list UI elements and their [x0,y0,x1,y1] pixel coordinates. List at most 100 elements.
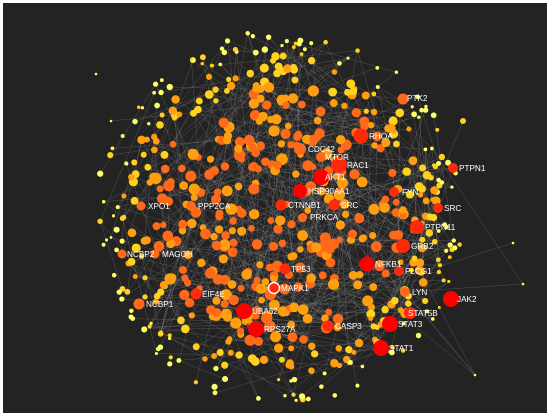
network-node [417,192,424,198]
network-node [202,356,208,362]
network-node [392,140,400,148]
network-node [154,102,160,109]
network-node [275,215,286,226]
network-node [176,111,183,118]
network-node [426,213,434,221]
network-node [436,177,441,183]
network-node [418,184,426,193]
hub-node-ncbp2 [117,249,127,259]
network-node [292,170,300,178]
network-node [379,202,390,213]
network-node [156,121,164,129]
network-node [309,41,314,46]
network-node [152,298,160,305]
network-node [197,258,206,268]
network-node [280,128,291,140]
network-node [188,312,195,319]
hub-label-uba52: UBA52 [252,307,278,316]
network-node [248,143,257,152]
network-node [447,279,451,284]
network-node [220,289,232,301]
network-node [247,354,257,363]
network-node [511,241,515,245]
network-node [297,304,309,315]
hub-node-magoh [150,249,160,259]
network-node [111,214,116,218]
network-node [337,61,342,66]
network-node [291,76,299,84]
network-node [436,269,442,275]
network-node [422,171,432,180]
network-node [366,309,376,319]
hub-label-nfkb1: NFKB1 [375,260,402,269]
network-node [220,299,229,309]
network-node [249,110,261,121]
hub-label-plcg1: PLCG1 [405,267,432,276]
network-node [451,238,456,243]
network-node [445,159,452,166]
hub-label-magoh: MAGOH [162,250,193,259]
hub-label-lyn: LYN [412,288,427,297]
network-node [227,247,238,258]
network-node [140,151,147,158]
network-node [218,254,228,264]
network-node [224,38,231,44]
network-node [144,163,152,171]
network-node [259,355,269,365]
network-node [188,183,200,195]
network-node [271,52,280,61]
network-node [317,186,326,196]
network-node [450,185,454,189]
network-node [289,379,293,383]
network-node [432,163,439,170]
network-node [213,188,222,197]
network-node [370,108,378,116]
network-node [335,135,346,145]
network-node [142,275,148,281]
hub-node-nfkb1 [359,256,375,272]
network-node [154,351,158,356]
network-node [97,218,103,225]
network-node [311,242,322,253]
network-node [414,265,424,275]
network-node [124,161,129,166]
network-node [209,63,214,68]
hub-label-mtor: MTOR [325,153,349,162]
network-node [137,135,146,145]
network-node [437,305,441,309]
network-node [205,73,213,80]
network-node [307,85,319,97]
network-node [287,141,295,149]
network-node [400,348,406,353]
network-node [258,111,268,122]
network-node [101,242,106,247]
network-node [441,278,446,283]
network-node [304,207,312,214]
network-node [356,176,368,188]
network-node [211,194,222,205]
network-node [351,349,357,355]
hub-label-hsp90aa1: HSP90AA1 [308,187,350,196]
hub-label-src: SRC [341,201,358,210]
network-node [361,91,370,100]
network-node [391,129,397,135]
network-node [328,87,338,97]
network-node [437,263,443,268]
network-node [129,308,134,314]
network-node [147,324,152,329]
network-node [230,317,242,329]
network-node [438,153,446,161]
network-node [234,136,245,147]
network-node [226,81,236,91]
network-node [157,330,164,337]
network-node [246,69,255,78]
network-node [107,152,114,159]
hub-node-src [328,199,340,211]
network-node [393,230,404,240]
network-node [302,160,314,172]
network-node [332,393,338,398]
network-node [299,335,308,344]
network-node [363,108,369,114]
network-node [199,54,206,61]
